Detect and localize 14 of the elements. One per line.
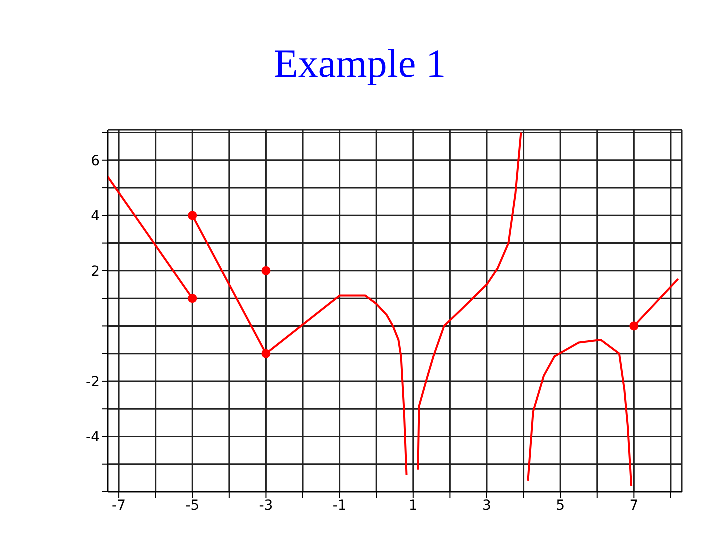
x-tick-label: -7: [112, 498, 126, 514]
y-tick-label: -2: [86, 374, 100, 390]
x-tick-label: 1: [408, 498, 418, 514]
y-tick-label: 4: [91, 208, 100, 225]
y-tick-label: 6: [91, 153, 100, 170]
chart-title: Example 1: [272, 40, 448, 88]
x-tick-label: -5: [186, 498, 200, 514]
x-tick-label: 5: [556, 498, 566, 514]
y-tick-label: 2: [91, 264, 100, 280]
x-tick-label: -3: [259, 498, 274, 514]
x-tick-label: 3: [482, 498, 492, 514]
x-tick-label: 7: [630, 498, 639, 514]
y-tick-label: -4: [86, 430, 100, 446]
x-tick-label: -1: [332, 498, 347, 514]
